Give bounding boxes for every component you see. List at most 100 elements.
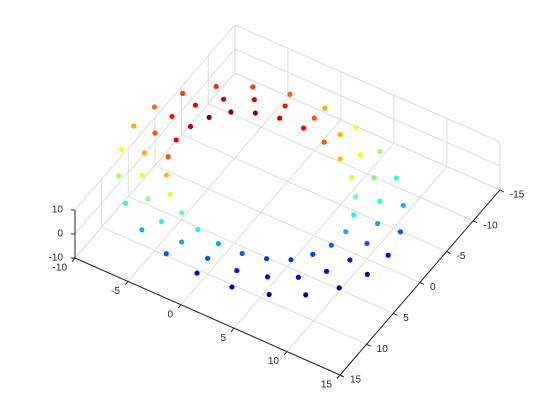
x-tick-label: 5	[220, 333, 226, 344]
point	[163, 251, 169, 257]
x-tick	[230, 327, 235, 333]
point	[250, 84, 256, 90]
point	[287, 91, 293, 97]
point	[364, 240, 370, 247]
point	[179, 239, 185, 245]
point	[263, 256, 270, 262]
point	[323, 268, 330, 274]
point	[300, 125, 307, 131]
point	[385, 252, 391, 258]
x-tick-label: -10	[53, 263, 68, 274]
point	[206, 114, 212, 120]
y-tick-label: 15	[350, 375, 362, 386]
point	[336, 285, 342, 291]
point	[205, 255, 211, 261]
x-tick	[283, 351, 288, 356]
point	[311, 115, 317, 121]
z-tick-label: -10	[49, 253, 64, 264]
y-tick	[366, 343, 371, 347]
grid-line	[74, 72, 236, 259]
point	[251, 97, 257, 103]
point	[180, 90, 186, 97]
point	[116, 173, 122, 179]
point	[266, 291, 272, 298]
point	[228, 109, 234, 115]
point	[337, 156, 343, 162]
point	[151, 104, 158, 110]
y-tick	[473, 220, 478, 224]
y-tick-label: 5	[403, 313, 409, 324]
point	[252, 110, 258, 116]
point	[321, 139, 327, 145]
x-axis	[74, 257, 341, 376]
point	[343, 229, 349, 235]
point	[351, 212, 357, 218]
point	[393, 175, 399, 181]
grid-line	[234, 72, 501, 191]
points-layer	[116, 83, 406, 298]
point	[400, 202, 406, 209]
point	[295, 274, 301, 280]
point	[145, 196, 151, 202]
grid-layer: -10 -5 0 5 10 15 -15 -10 -5 0 5 10 15 -10 0 10	[49, 24, 525, 391]
point	[152, 130, 158, 136]
x-tick-label: 0	[167, 309, 173, 320]
point	[347, 257, 353, 263]
point	[303, 292, 309, 298]
y-tick-label: 10	[377, 344, 389, 355]
y-tick	[419, 282, 425, 285]
grid-line	[208, 103, 474, 222]
point	[397, 229, 404, 235]
point	[141, 150, 147, 156]
y-tick	[339, 374, 345, 378]
y-tick-label: 0	[430, 282, 436, 293]
y-tick-label: -15	[510, 190, 525, 201]
z-tick-label: 10	[52, 205, 64, 216]
point	[192, 102, 198, 108]
point	[187, 123, 194, 130]
x-tick	[177, 304, 182, 309]
x-tick-label: 15	[321, 380, 333, 391]
point	[118, 146, 125, 153]
point	[158, 219, 165, 225]
grid-line	[74, 48, 236, 235]
grid-line	[128, 195, 394, 314]
y-tick	[446, 251, 451, 255]
point	[282, 103, 288, 109]
point	[220, 96, 227, 102]
point	[310, 251, 316, 257]
point	[194, 270, 200, 276]
y-tick-label: -10	[483, 220, 498, 231]
point	[165, 154, 171, 160]
point	[371, 175, 377, 181]
point	[349, 174, 355, 180]
point	[234, 267, 240, 274]
point	[139, 227, 145, 233]
x-tick-label: -5	[111, 286, 120, 297]
point	[239, 250, 245, 257]
point	[122, 200, 129, 206]
point	[179, 210, 185, 216]
point	[173, 137, 179, 143]
point	[195, 226, 201, 233]
grid-line	[154, 164, 421, 283]
x-tick	[124, 281, 129, 286]
x-tick-label: 10	[268, 356, 280, 367]
y-tick	[393, 312, 398, 316]
point	[213, 83, 219, 90]
point	[322, 105, 328, 111]
grid-line	[181, 134, 447, 253]
point	[375, 221, 381, 227]
point	[277, 115, 283, 121]
point	[377, 148, 383, 155]
grid-line	[74, 24, 236, 211]
point	[377, 198, 383, 204]
x-tick	[336, 374, 341, 379]
point	[288, 257, 294, 263]
point	[215, 241, 221, 247]
point	[131, 123, 137, 129]
point	[364, 271, 370, 277]
point	[163, 172, 170, 178]
point	[357, 152, 363, 158]
